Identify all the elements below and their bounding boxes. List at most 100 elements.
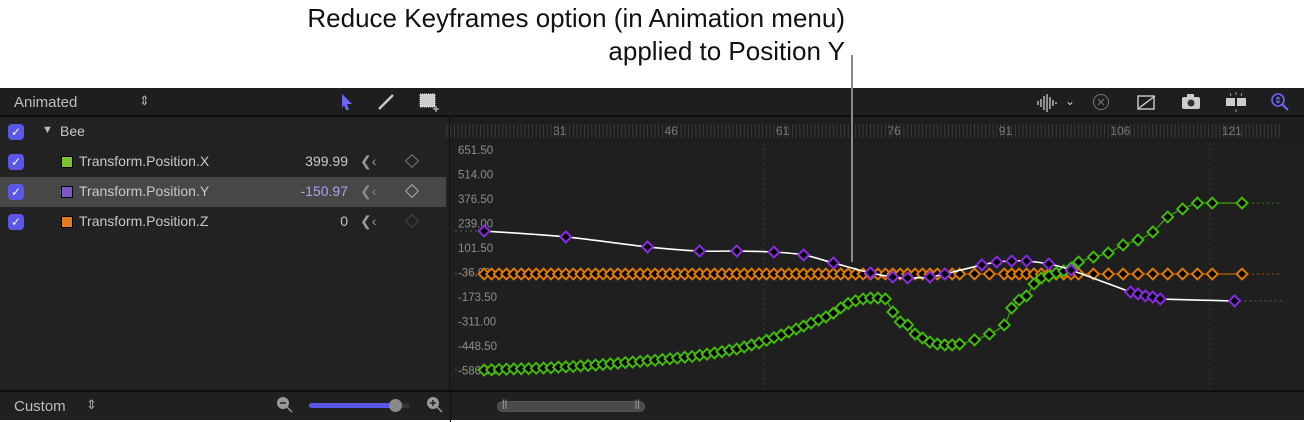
keyframe-position-x[interactable] <box>1027 277 1041 291</box>
ruler-tick-label[interactable]: 106 <box>1110 124 1130 138</box>
keyframe-position-x[interactable] <box>900 318 915 332</box>
keyframe-position-x[interactable] <box>938 338 952 352</box>
keyframe-position-z[interactable] <box>1101 267 1116 281</box>
keyframe-position-x[interactable] <box>1086 250 1101 264</box>
keyframe-position-x[interactable] <box>826 306 841 320</box>
zoom-slider[interactable] <box>309 399 410 412</box>
keyframe-position-x[interactable] <box>952 337 967 351</box>
keyframe-position-z[interactable] <box>588 267 603 281</box>
keyframe-position-z[interactable] <box>700 267 714 281</box>
keyframe-position-z[interactable] <box>663 267 677 281</box>
keyframe-position-z[interactable] <box>1190 267 1205 281</box>
keyframe-position-y[interactable] <box>1042 257 1056 271</box>
keyframe-position-x[interactable] <box>477 363 491 377</box>
keyframe-position-z[interactable] <box>573 267 588 281</box>
channel-enable-checkbox[interactable]: ✓ <box>8 154 24 170</box>
keyframe-position-z[interactable] <box>611 267 625 281</box>
keyframe-position-z[interactable] <box>752 267 766 281</box>
keyframe-position-z[interactable] <box>707 267 722 281</box>
keyframe-position-z[interactable] <box>499 267 514 281</box>
keyframe-position-z[interactable] <box>559 267 573 281</box>
keyframe-position-z[interactable] <box>796 267 811 281</box>
keyframe-position-y[interactable] <box>938 267 952 281</box>
keyframe-position-z[interactable] <box>670 267 685 281</box>
keyframe-position-z[interactable] <box>1019 267 1034 281</box>
keyframe-position-z[interactable] <box>826 267 841 281</box>
keyframe-position-x[interactable] <box>521 361 536 376</box>
keyframe-position-z[interactable] <box>648 267 662 281</box>
keyframe-position-y[interactable] <box>1227 294 1242 308</box>
keyframe-position-z[interactable] <box>737 267 751 281</box>
group-enable-checkbox[interactable]: ✓ <box>8 124 24 140</box>
keyframe-position-y[interactable] <box>863 266 878 280</box>
zoom-out-icon[interactable] <box>276 396 294 414</box>
keyframe-position-z[interactable] <box>1146 267 1160 281</box>
keyframe-position-z[interactable] <box>804 267 818 281</box>
curve-transform-icon[interactable] <box>1136 93 1158 111</box>
keyframe-position-z[interactable] <box>759 267 774 281</box>
keyframe-position-x[interactable] <box>885 305 900 319</box>
keyframe-position-y[interactable] <box>975 258 989 272</box>
keyframe-position-x[interactable] <box>1235 196 1249 210</box>
keyframe-position-z[interactable] <box>967 267 982 281</box>
keyframe-position-x[interactable] <box>588 358 603 372</box>
channel-value[interactable]: 0 <box>340 213 348 229</box>
keyframe-position-y[interactable] <box>885 270 900 284</box>
keyframe-position-z[interactable] <box>1004 267 1019 281</box>
keyframe-position-z[interactable] <box>484 267 499 281</box>
keyframe-position-z[interactable] <box>566 267 581 281</box>
keyframe-position-z[interactable] <box>551 267 566 281</box>
channel-value[interactable]: 399.99 <box>305 153 348 169</box>
keyframe-position-z[interactable] <box>1131 267 1145 281</box>
keyframe-position-x[interactable] <box>484 362 499 377</box>
keyframe-position-x[interactable] <box>625 355 640 369</box>
keyframe-position-x[interactable] <box>1175 202 1190 216</box>
keyframe-position-x[interactable] <box>507 362 521 376</box>
keyframe-position-x[interactable] <box>514 362 529 376</box>
keyframe-position-x[interactable] <box>640 353 655 368</box>
keyframe-position-z[interactable] <box>477 267 491 281</box>
audio-waveform-icon[interactable] <box>1036 93 1058 113</box>
keyframe-position-y[interactable] <box>559 230 573 244</box>
keyframe-navigate-icon[interactable]: ❮‹ <box>360 213 377 229</box>
keyframe-position-z[interactable] <box>640 267 655 281</box>
keyframe-position-z[interactable] <box>581 267 595 281</box>
keyframe-position-x[interactable] <box>878 292 893 306</box>
keyframe-position-z[interactable] <box>781 267 796 281</box>
group-row-bee[interactable]: ✓ ▼ Bee <box>0 117 446 147</box>
keyframe-position-z[interactable] <box>1160 267 1175 281</box>
keyframe-graph[interactable]: 31 46 61 76 91 106 121651.50514.00376.50239.00… <box>0 88 1304 390</box>
keyframe-position-z[interactable] <box>841 267 855 281</box>
keyframe-position-z[interactable] <box>715 267 729 281</box>
keyframe-position-z[interactable] <box>596 267 610 281</box>
channel-row-position-y[interactable]: ✓ Transform.Position.Y -150.97 ❮‹ <box>0 177 446 207</box>
keyframe-position-z[interactable] <box>811 267 826 281</box>
keyframe-navigate-icon[interactable]: ❮‹ <box>360 153 377 169</box>
ruler-tick-label[interactable]: 76 <box>887 124 901 138</box>
keyframe-position-z[interactable] <box>692 267 707 281</box>
keyframe-position-x[interactable] <box>603 357 618 371</box>
ruler-tick-label[interactable]: 46 <box>664 124 678 138</box>
keyframe-position-y[interactable] <box>640 240 655 254</box>
keyframe-position-z[interactable] <box>744 267 759 281</box>
keyframe-position-z[interactable] <box>544 267 558 281</box>
channel-row-position-x[interactable]: ✓ Transform.Position.X 399.99 ❮‹ <box>0 147 446 177</box>
keyframe-position-z[interactable] <box>492 267 506 281</box>
keyframe-position-x[interactable] <box>1116 238 1130 252</box>
keyframe-position-z[interactable] <box>789 267 803 281</box>
keyframe-position-y[interactable] <box>729 244 744 258</box>
keyframe-position-x[interactable] <box>1160 210 1175 224</box>
keyframe-position-x[interactable] <box>566 359 581 374</box>
scroller-right-handle-icon[interactable]: || <box>634 399 640 410</box>
pen-tool-icon[interactable] <box>377 93 397 111</box>
horizontal-scroller[interactable]: || || <box>497 399 645 412</box>
keyframe-position-x[interactable] <box>1071 255 1086 269</box>
keyframe-position-y[interactable] <box>900 271 915 285</box>
keyframe-position-x[interactable] <box>492 362 506 377</box>
channel-enable-checkbox[interactable]: ✓ <box>8 184 24 200</box>
keyframe-position-z[interactable] <box>1205 267 1220 281</box>
keyframe-position-z[interactable] <box>655 267 670 281</box>
keyframe-position-x[interactable] <box>1205 196 1220 210</box>
keyframe-position-y[interactable] <box>1064 263 1078 277</box>
keyframe-position-x[interactable] <box>982 327 997 341</box>
